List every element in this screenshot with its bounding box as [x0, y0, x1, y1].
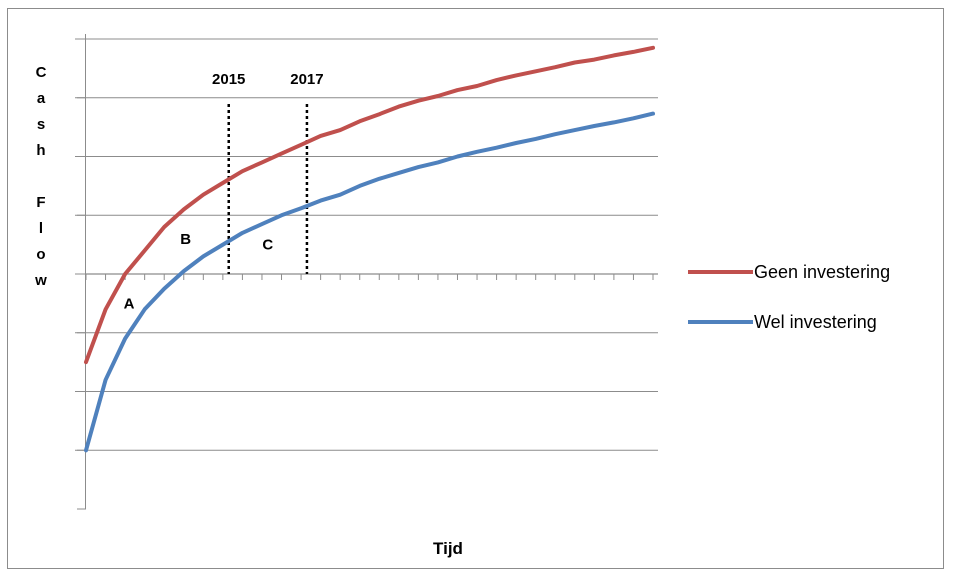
y-axis-label-letter: w: [34, 272, 47, 289]
year-marker-label: 2017: [290, 71, 323, 88]
annotation-label: C: [262, 237, 273, 254]
axes: [77, 34, 658, 510]
legend-label: Wel investering: [754, 312, 877, 332]
y-axis-label-letter: o: [36, 246, 45, 263]
y-axis-label-letter: h: [36, 142, 45, 159]
series-lines: [84, 45, 655, 453]
y-axis-label-letter: s: [37, 116, 45, 133]
y-axis-label-letter: a: [37, 90, 46, 107]
annotation-label: B: [180, 231, 191, 248]
series-line-1: [84, 111, 655, 453]
y-axis-label-letter: C: [36, 64, 47, 81]
annotations: A B C: [124, 231, 274, 313]
legend: Geen investering Wel investering: [688, 262, 890, 332]
year-markers: 2015 2017: [212, 71, 324, 274]
year-marker-label: 2015: [212, 71, 245, 88]
gridlines: [75, 38, 658, 451]
y-axis-label-letter: F: [36, 194, 45, 211]
legend-label: Geen investering: [754, 262, 890, 282]
y-axis-label-letter: l: [39, 220, 43, 237]
annotation-label: A: [124, 295, 135, 312]
series-line-0: [84, 45, 655, 365]
x-axis-label: Tijd: [433, 539, 463, 558]
